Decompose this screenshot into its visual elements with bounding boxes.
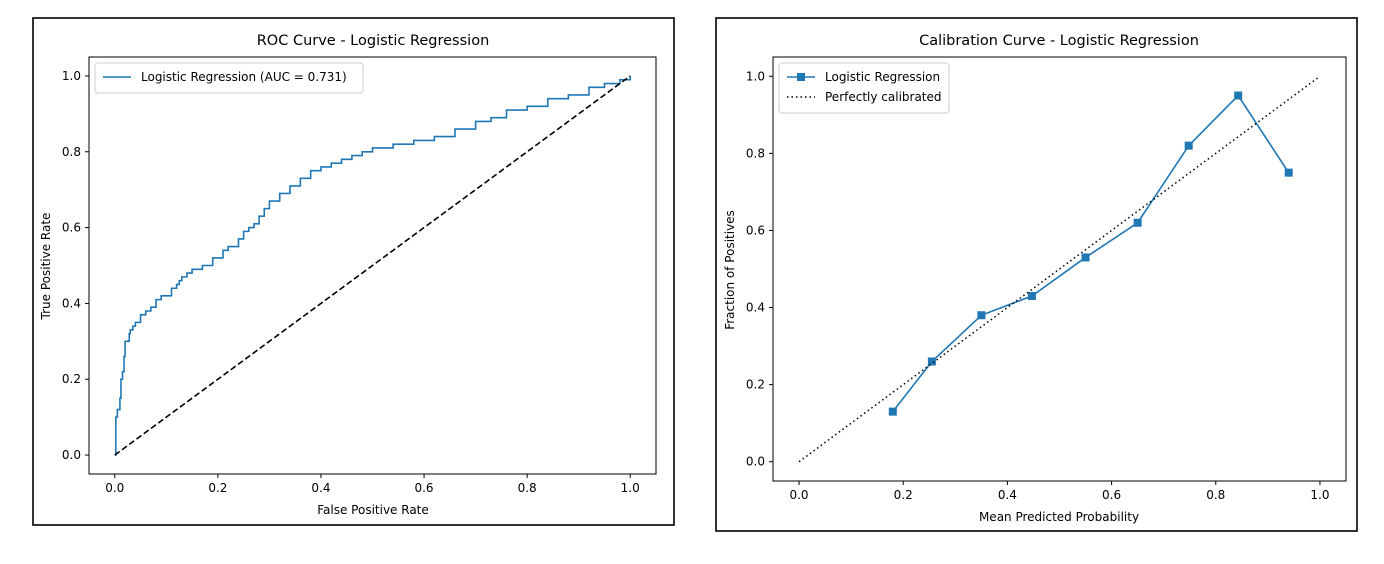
roc-axes-box: [88, 56, 657, 475]
calibration-data-point: [1081, 253, 1090, 262]
calibration-x-tick-label: 0.8: [1206, 488, 1225, 502]
calibration-panel: Calibration Curve - Logistic Regression …: [715, 17, 1358, 532]
calibration-data-point: [1184, 141, 1193, 150]
calibration-series-logistic-regression-line: [892, 94, 1290, 413]
calibration-legend-box: [778, 62, 950, 114]
roc-x-tick-label: 0.0: [105, 481, 124, 495]
calibration-panel-frame: [715, 17, 1358, 532]
calibration-data-point: [888, 407, 897, 416]
roc-y-tick-label: 0.4: [62, 296, 81, 310]
calibration-data-point: [1027, 291, 1036, 300]
roc-y-tick-label: 0.2: [62, 372, 81, 386]
roc-legend-box: [94, 62, 364, 94]
calibration-legend-label: Logistic Regression: [825, 70, 940, 84]
roc-x-tick-label: 0.4: [311, 481, 330, 495]
calibration-y-tick-label: 0.6: [746, 223, 765, 237]
calibration-y-tick-label: 0.8: [746, 146, 765, 160]
calibration-legend-marker: [797, 73, 805, 81]
roc-series-diagonal-line: [114, 75, 631, 456]
calibration-series-perfectly-calibrated-line: [798, 75, 1321, 463]
calibration-legend-label: Perfectly calibrated: [825, 90, 942, 104]
roc-y-tick-label: 0.6: [62, 221, 81, 235]
calibration-y-tick-label: 0.0: [746, 455, 765, 469]
calibration-y-axis-label: Fraction of Positives: [723, 210, 737, 330]
roc-legend: Logistic Regression (AUC = 0.731): [94, 62, 364, 94]
calibration-data-point: [1133, 218, 1142, 227]
calibration-y-tick-label: 1.0: [746, 69, 765, 83]
calibration-chart-title: Calibration Curve - Logistic Regression: [919, 33, 1199, 49]
roc-x-tick-label: 0.2: [208, 481, 227, 495]
calibration-x-tick-label: 0.6: [1102, 488, 1121, 502]
calibration-x-tick-label: 1.0: [1310, 488, 1329, 502]
calibration-x-tick-label: 0.0: [789, 488, 808, 502]
calibration-x-tick-label: 0.2: [894, 488, 913, 502]
calibration-x-axis-label: Mean Predicted Probability: [979, 510, 1139, 524]
roc-y-tick-label: 1.0: [62, 69, 81, 83]
roc-y-tick-label: 0.0: [62, 448, 81, 462]
roc-y-tick-label: 0.8: [62, 145, 81, 159]
calibration-data-point: [1234, 91, 1243, 100]
calibration-legend: Logistic Regression Perfectly calibrated: [778, 62, 950, 114]
calibration-y-tick-label: 0.2: [746, 378, 765, 392]
calibration-data-point: [977, 311, 986, 320]
roc-x-tick-label: 0.8: [518, 481, 537, 495]
roc-panel: ROC Curve - Logistic Regression 0.0 0.2 0.…: [32, 17, 675, 526]
roc-panel-frame: [32, 17, 675, 526]
roc-x-axis-label: False Positive Rate: [317, 503, 429, 517]
calibration-y-tick-label: 0.4: [746, 301, 765, 315]
calibration-data-point: [927, 357, 936, 366]
calibration-data-point: [1284, 168, 1293, 177]
roc-chart-title: ROC Curve - Logistic Regression: [257, 33, 490, 49]
roc-x-tick-label: 0.6: [414, 481, 433, 495]
roc-series-logistic-regression-auc-0-731-line: [114, 75, 632, 456]
calibration-x-tick-label: 0.4: [998, 488, 1017, 502]
roc-x-tick-label: 1.0: [621, 481, 640, 495]
calibration-axes-box: [772, 56, 1347, 482]
roc-legend-label: Logistic Regression (AUC = 0.731): [141, 70, 347, 84]
roc-y-axis-label: True Positive Rate: [39, 213, 53, 321]
